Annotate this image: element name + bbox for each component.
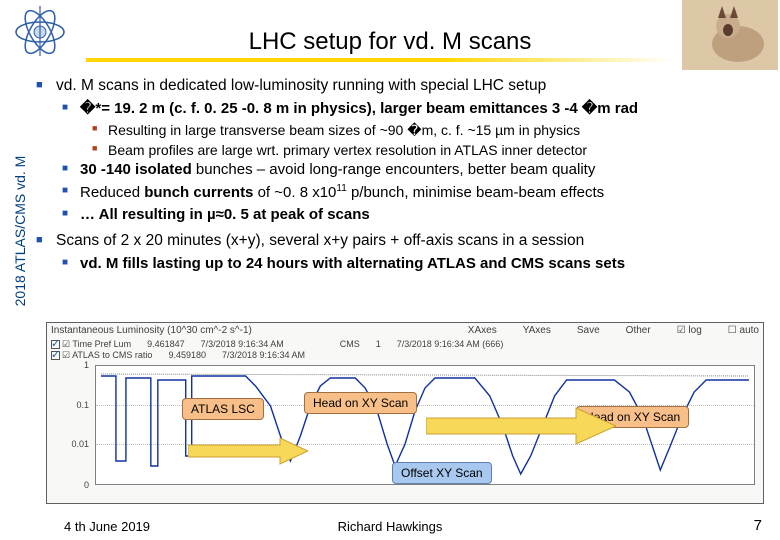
bullet-transverse: Resulting in large transverse beam sizes… (92, 121, 758, 139)
bullet-mu: … All resulting in µ≈0. 5 at peak of sca… (62, 205, 758, 225)
callout-offset: Offset XY Scan (392, 462, 492, 484)
bc-exp: 11 (336, 183, 346, 194)
y-axis: 1 0.1 0.01 0 (47, 365, 93, 485)
atlas-logo (12, 2, 68, 58)
page-number: 7 (754, 517, 762, 534)
ytick-1: 0.1 (76, 400, 89, 410)
toggle-auto[interactable]: ☐ auto (728, 325, 759, 339)
bullet-profiles: Beam profiles are large wrt. primary ver… (92, 141, 758, 159)
bullet-beta-star: �*= 19. 2 m (c. f. 0. 25 -0. 8 m in phys… (62, 99, 758, 119)
chart-title: Instantaneous Luminosity (10^30 cm^-2 s^… (51, 325, 252, 339)
menu-other[interactable]: Other (626, 325, 651, 339)
stat-r1c1: 9.461847 (147, 339, 185, 350)
callout-atlas-lsc: ATLAS LSC (182, 398, 264, 420)
ytick-2: 0.01 (71, 439, 89, 449)
bullet-bunch-currents: Reduced bunch currents of ~0. 8 x1011 p/… (62, 182, 758, 203)
stat-r1c3: CMS (340, 339, 360, 350)
bullet-main-2: Scans of 2 x 20 minutes (x+y), several x… (36, 231, 758, 251)
stat-r2c2: 7/3/2018 9:16:34 AM (222, 350, 305, 361)
stat-r2c0: ☑ ATLAS to CMS ratio (62, 350, 152, 360)
bc-d: p/bunch, minimise beam-beam effects (347, 184, 604, 201)
slide-header: LHC setup for vd. M scans (0, 0, 780, 72)
plot-area: ATLAS LSC Head on XY Scan Head on XY Sca… (95, 365, 755, 485)
bc-b: bunch currents (144, 184, 253, 201)
bullet-main-1: vd. M scans in dedicated low-luminosity … (36, 76, 758, 96)
bc-c: of ~0. 8 x10 (253, 184, 336, 201)
slide-body: vd. M scans in dedicated low-luminosity … (0, 72, 780, 274)
slide-title: LHC setup for vd. M scans (0, 16, 780, 56)
chart-stats: ☑ Time Pref Lum 9.461847 7/3/2018 9:16:3… (51, 339, 759, 361)
iso-a: 30 -140 (80, 161, 135, 178)
stat-r1c5: 7/3/2018 9:16:34 AM (666) (397, 339, 504, 350)
chart-toolbar: Instantaneous Luminosity (10^30 cm^-2 s^… (51, 325, 759, 339)
stat-r2c1: 9.459180 (168, 350, 206, 361)
ytick-0: 1 (84, 360, 89, 370)
menu-xaxes[interactable]: XAxes (468, 325, 497, 339)
callout-headon-1: Head on XY Scan (304, 392, 417, 414)
bullet-fills: vd. M fills lasting up to 24 hours with … (62, 254, 758, 274)
title-underline (86, 58, 676, 62)
menu-save[interactable]: Save (577, 325, 600, 339)
ytick-3: 0 (84, 480, 89, 490)
toggle-log[interactable]: ☑ log (677, 325, 702, 339)
bullet-isolated: 30 -140 isolated bunches – avoid long-ra… (62, 160, 758, 180)
beta-star-value: �*= 19. 2 m (80, 100, 165, 117)
stat-r1c2: 7/3/2018 9:16:34 AM (201, 339, 284, 350)
footer-author: Richard Hawkings (0, 519, 780, 534)
callout-headon-2: Head on XY Scan (576, 406, 689, 428)
stat-r1c0: ☑ Time Pref Lum (62, 339, 131, 349)
menu-yaxes[interactable]: YAxes (523, 325, 551, 339)
chart-side-label: 2018 ATLAS/CMS vd. M (12, 140, 32, 322)
stat-r1c4: 1 (376, 339, 381, 350)
luminosity-chart: Instantaneous Luminosity (10^30 cm^-2 s^… (46, 322, 764, 504)
iso-c: bunches – avoid long-range encounters, b… (192, 161, 596, 178)
beta-star-rest: (c. f. 0. 25 -0. 8 m in physics), larger… (165, 100, 638, 117)
bc-a: Reduced (80, 184, 144, 201)
cat-photo (682, 0, 778, 70)
iso-b: isolated (135, 161, 192, 178)
